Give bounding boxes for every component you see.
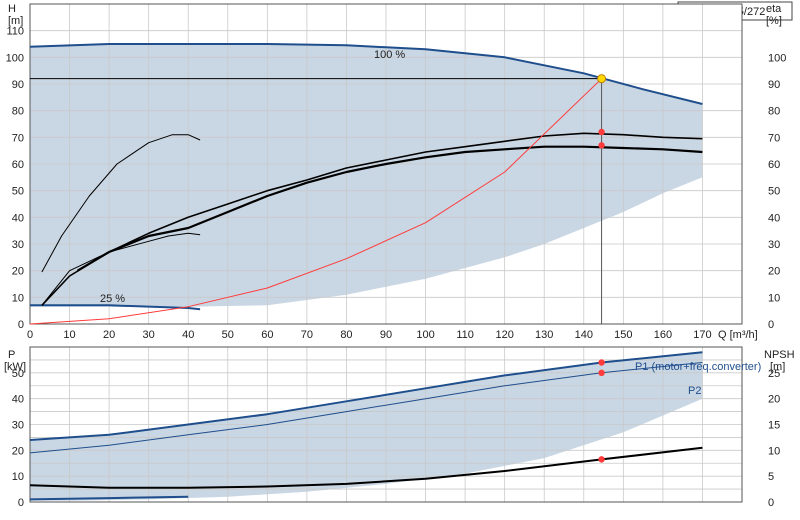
x-tick: 130 <box>535 329 553 341</box>
y-tick-left: 90 <box>12 79 24 91</box>
plot-frame-1 <box>29 346 743 503</box>
plot-frame-0 <box>29 3 743 325</box>
series-line-0-1 <box>30 304 201 311</box>
x-tick: 150 <box>614 329 632 341</box>
x-tick: 40 <box>182 329 194 341</box>
y-tick-right-npsh: 20 <box>768 394 780 406</box>
y-tick-right-npsh: 25 <box>768 368 780 380</box>
label-p2: P2 <box>688 385 701 397</box>
y-tick-right: 90 <box>768 79 780 91</box>
power-point-1 <box>598 369 605 377</box>
y-tick-right: 0 <box>768 319 774 331</box>
series-line-0-6 <box>29 78 602 325</box>
y-tick-left: 20 <box>12 445 24 457</box>
y-right-unit: [%] <box>766 15 782 27</box>
x-tick: 0 <box>27 329 33 341</box>
x-tick: 140 <box>575 329 593 341</box>
label-100pct: 100 % <box>374 49 405 61</box>
x-tick: 30 <box>143 329 155 341</box>
x-axis-label: Q [m³/h] <box>718 329 758 341</box>
y-tick-left: 30 <box>12 239 24 251</box>
y-tick-left: 0 <box>18 497 24 509</box>
label-25pct: 25 % <box>100 293 125 305</box>
x-tick: 50 <box>222 329 234 341</box>
eta-point-1 <box>598 142 605 149</box>
x-tick: 60 <box>261 329 273 341</box>
duty-point <box>597 74 607 84</box>
y-tick-left: 10 <box>12 292 24 304</box>
y-tick-right: 80 <box>768 106 780 118</box>
y-tick-right: 60 <box>768 159 780 171</box>
y-tick-right: 10 <box>768 292 780 304</box>
x-tick: 20 <box>103 329 115 341</box>
y-tick-left: 60 <box>12 159 24 171</box>
y-tick-left: 20 <box>12 266 24 278</box>
series-line-0-0 <box>29 43 703 105</box>
y-tick-right: 30 <box>768 239 780 251</box>
series-line-1-3 <box>29 446 703 489</box>
npsh-label: NPSH <box>764 349 795 361</box>
y-tick-left: 110 <box>6 26 24 38</box>
y-tick-right-npsh: 15 <box>768 420 780 432</box>
y-tick-right-npsh: 5 <box>768 471 774 483</box>
y-tick-right: 70 <box>768 132 780 144</box>
series-line-0-2 <box>41 132 703 306</box>
y-tick-right-npsh: 10 <box>768 445 780 457</box>
y-left-unit: [m] <box>8 15 23 27</box>
series-line-1-2 <box>29 495 189 501</box>
y-tick-right-npsh: 0 <box>768 497 774 509</box>
power-point-0 <box>598 359 605 366</box>
y-tick-left: 50 <box>12 186 24 198</box>
x-tick: 80 <box>340 329 352 341</box>
y-tick-right: 100 <box>768 52 786 64</box>
eta-point-0 <box>598 128 605 136</box>
x-tick: 70 <box>301 329 313 341</box>
y-tick-left: 30 <box>12 420 24 432</box>
series-line-0-5 <box>41 134 201 273</box>
x-tick: 100 <box>416 329 434 341</box>
y-tick-left: 50 <box>12 368 24 380</box>
series-line-1-1 <box>29 362 703 454</box>
y-tick-left: 100 <box>6 52 24 64</box>
operating-area-0 <box>30 44 703 307</box>
y-tick-left: 40 <box>12 394 24 406</box>
y-tick-right: 50 <box>768 186 780 198</box>
chart-panels: 0102030405060708090100110010203040506070… <box>6 3 786 509</box>
y-tick-left: 0 <box>18 319 24 331</box>
series-line-1-0 <box>29 351 703 441</box>
series-line-0-3 <box>76 145 703 272</box>
x-tick: 170 <box>693 329 711 341</box>
y-tick-left: 40 <box>12 212 24 224</box>
y-tick-right: 20 <box>768 266 780 278</box>
y-left-label: H <box>8 3 16 15</box>
y-tick-left: 10 <box>12 471 24 483</box>
x-tick: 120 <box>495 329 513 341</box>
x-tick: 90 <box>380 329 392 341</box>
series-line-0-4 <box>41 232 201 306</box>
y-tick-left: 70 <box>12 132 24 144</box>
y-right-label: eta <box>766 3 782 15</box>
x-tick: 10 <box>63 329 75 341</box>
p-unit: [kW] <box>4 361 26 373</box>
x-tick: 110 <box>456 329 474 341</box>
y-tick-left: 80 <box>12 106 24 118</box>
label-p1: P1 (motor+freq.converter) <box>635 361 761 373</box>
x-tick: 160 <box>654 329 672 341</box>
power-point-2 <box>598 456 605 463</box>
y-tick-right: 40 <box>768 212 780 224</box>
npsh-unit: [m] <box>770 361 785 373</box>
p-label: P <box>8 349 15 361</box>
